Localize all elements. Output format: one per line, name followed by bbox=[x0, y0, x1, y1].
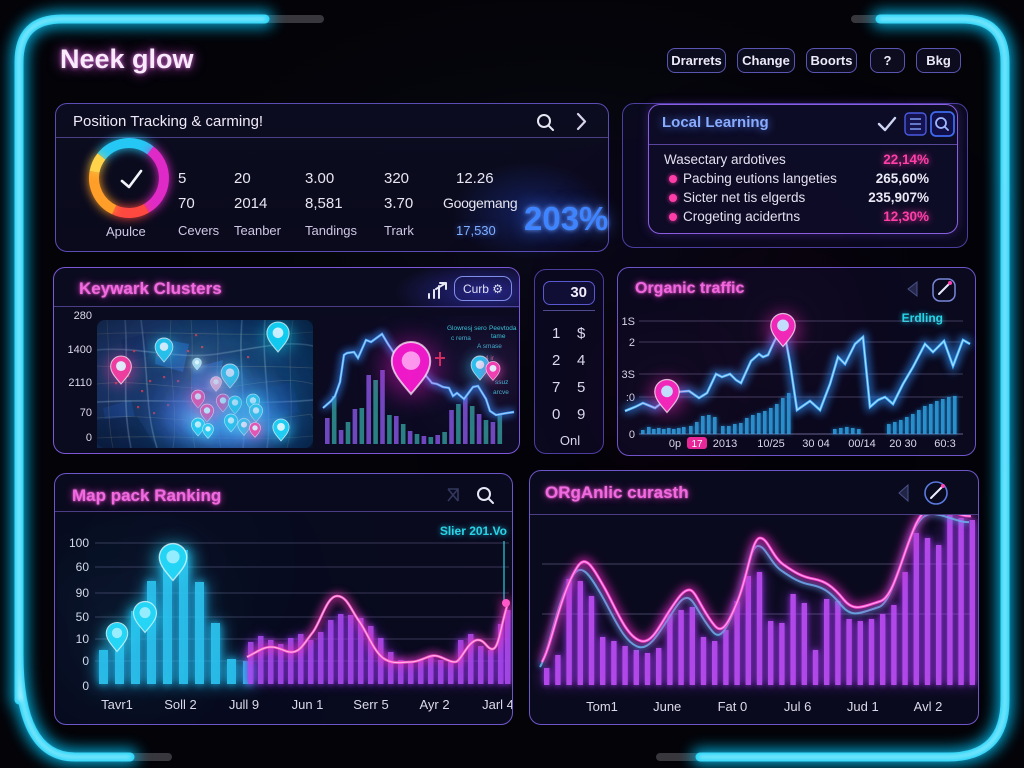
svg-text:60: 60 bbox=[76, 560, 90, 574]
svg-text:Jul 6: Jul 6 bbox=[784, 699, 811, 714]
svg-text:10/25: 10/25 bbox=[757, 438, 785, 450]
svg-text:c rema: c rema bbox=[451, 335, 471, 342]
svg-text:90: 90 bbox=[76, 586, 90, 600]
svg-text:10: 10 bbox=[76, 632, 90, 646]
svg-text:Soll 2: Soll 2 bbox=[164, 697, 197, 712]
svg-text:Jarl 4: Jarl 4 bbox=[482, 697, 512, 712]
svg-text:30 04: 30 04 bbox=[802, 438, 830, 450]
svg-text:Tom1: Tom1 bbox=[586, 699, 618, 714]
svg-text:17: 17 bbox=[691, 439, 703, 450]
svg-text:100: 100 bbox=[69, 536, 89, 550]
svg-text:4 ir: 4 ir bbox=[485, 355, 495, 362]
svg-text:Jull 9: Jull 9 bbox=[229, 697, 259, 712]
svg-text:ssuz: ssuz bbox=[495, 379, 508, 386]
svg-text:1S: 1S bbox=[622, 316, 635, 328]
svg-text:20 30: 20 30 bbox=[889, 438, 917, 450]
svg-text:2: 2 bbox=[629, 337, 635, 349]
svg-text:Glowresj sero: Glowresj sero bbox=[447, 325, 487, 332]
svg-text:0: 0 bbox=[82, 654, 89, 668]
svg-text:Ayr 2: Ayr 2 bbox=[419, 697, 449, 712]
svg-text:Fat 0: Fat 0 bbox=[718, 699, 748, 714]
svg-text:Jud 1: Jud 1 bbox=[847, 699, 879, 714]
svg-text:50: 50 bbox=[76, 610, 90, 624]
svg-text:00/14: 00/14 bbox=[848, 438, 876, 450]
svg-text:Serr 5: Serr 5 bbox=[353, 697, 388, 712]
svg-text:0p: 0p bbox=[669, 438, 681, 450]
svg-text:Avl 2: Avl 2 bbox=[914, 699, 943, 714]
svg-text::0: :0 bbox=[626, 392, 635, 404]
svg-text:arcve: arcve bbox=[493, 389, 509, 396]
svg-text:0: 0 bbox=[82, 679, 89, 693]
svg-text:0: 0 bbox=[629, 429, 635, 441]
svg-text:tame: tame bbox=[491, 333, 506, 340]
svg-text:Peevtoda: Peevtoda bbox=[489, 325, 517, 332]
svg-text:Jun 1: Jun 1 bbox=[292, 697, 324, 712]
svg-text:60:3: 60:3 bbox=[934, 438, 955, 450]
svg-text:3S: 3S bbox=[622, 369, 635, 381]
svg-text:June: June bbox=[653, 699, 681, 714]
svg-text:Tavr1: Tavr1 bbox=[101, 697, 133, 712]
svg-text:2013: 2013 bbox=[713, 438, 737, 450]
svg-text:A smase: A smase bbox=[477, 343, 502, 350]
